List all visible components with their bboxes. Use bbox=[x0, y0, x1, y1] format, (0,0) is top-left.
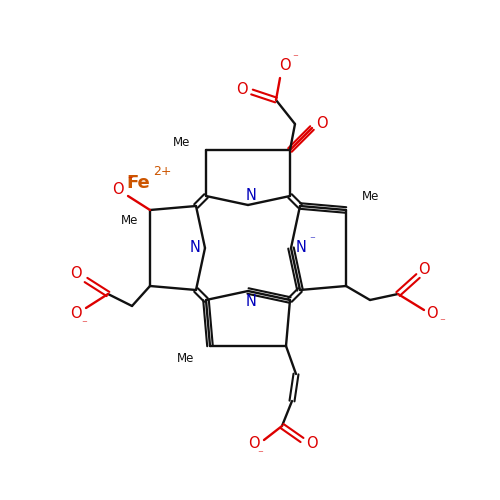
Text: O: O bbox=[418, 262, 430, 278]
Text: N: N bbox=[296, 240, 306, 256]
Text: O: O bbox=[306, 436, 318, 452]
Text: ⁻: ⁻ bbox=[439, 317, 445, 327]
Text: O: O bbox=[70, 266, 82, 281]
Text: N: N bbox=[190, 240, 200, 256]
Text: Me: Me bbox=[172, 136, 190, 148]
Text: Me: Me bbox=[362, 190, 380, 202]
Text: Me: Me bbox=[120, 214, 138, 226]
Text: N: N bbox=[246, 294, 256, 308]
Text: ⁻: ⁻ bbox=[81, 319, 87, 329]
Text: 2+: 2+ bbox=[153, 165, 172, 178]
Text: ⁻: ⁻ bbox=[257, 449, 263, 459]
Text: N: N bbox=[246, 188, 256, 202]
Text: O: O bbox=[316, 116, 328, 132]
Text: O: O bbox=[70, 306, 82, 322]
Text: O: O bbox=[426, 306, 438, 322]
Text: ⁻: ⁻ bbox=[292, 53, 298, 63]
Text: O: O bbox=[112, 182, 124, 198]
Text: O: O bbox=[248, 436, 260, 452]
Text: Fe: Fe bbox=[126, 174, 150, 192]
Text: ⁻: ⁻ bbox=[127, 175, 133, 185]
Text: ⁻: ⁻ bbox=[309, 235, 315, 245]
Text: Me: Me bbox=[176, 352, 194, 364]
Text: O: O bbox=[279, 58, 291, 74]
Text: O: O bbox=[236, 82, 248, 98]
